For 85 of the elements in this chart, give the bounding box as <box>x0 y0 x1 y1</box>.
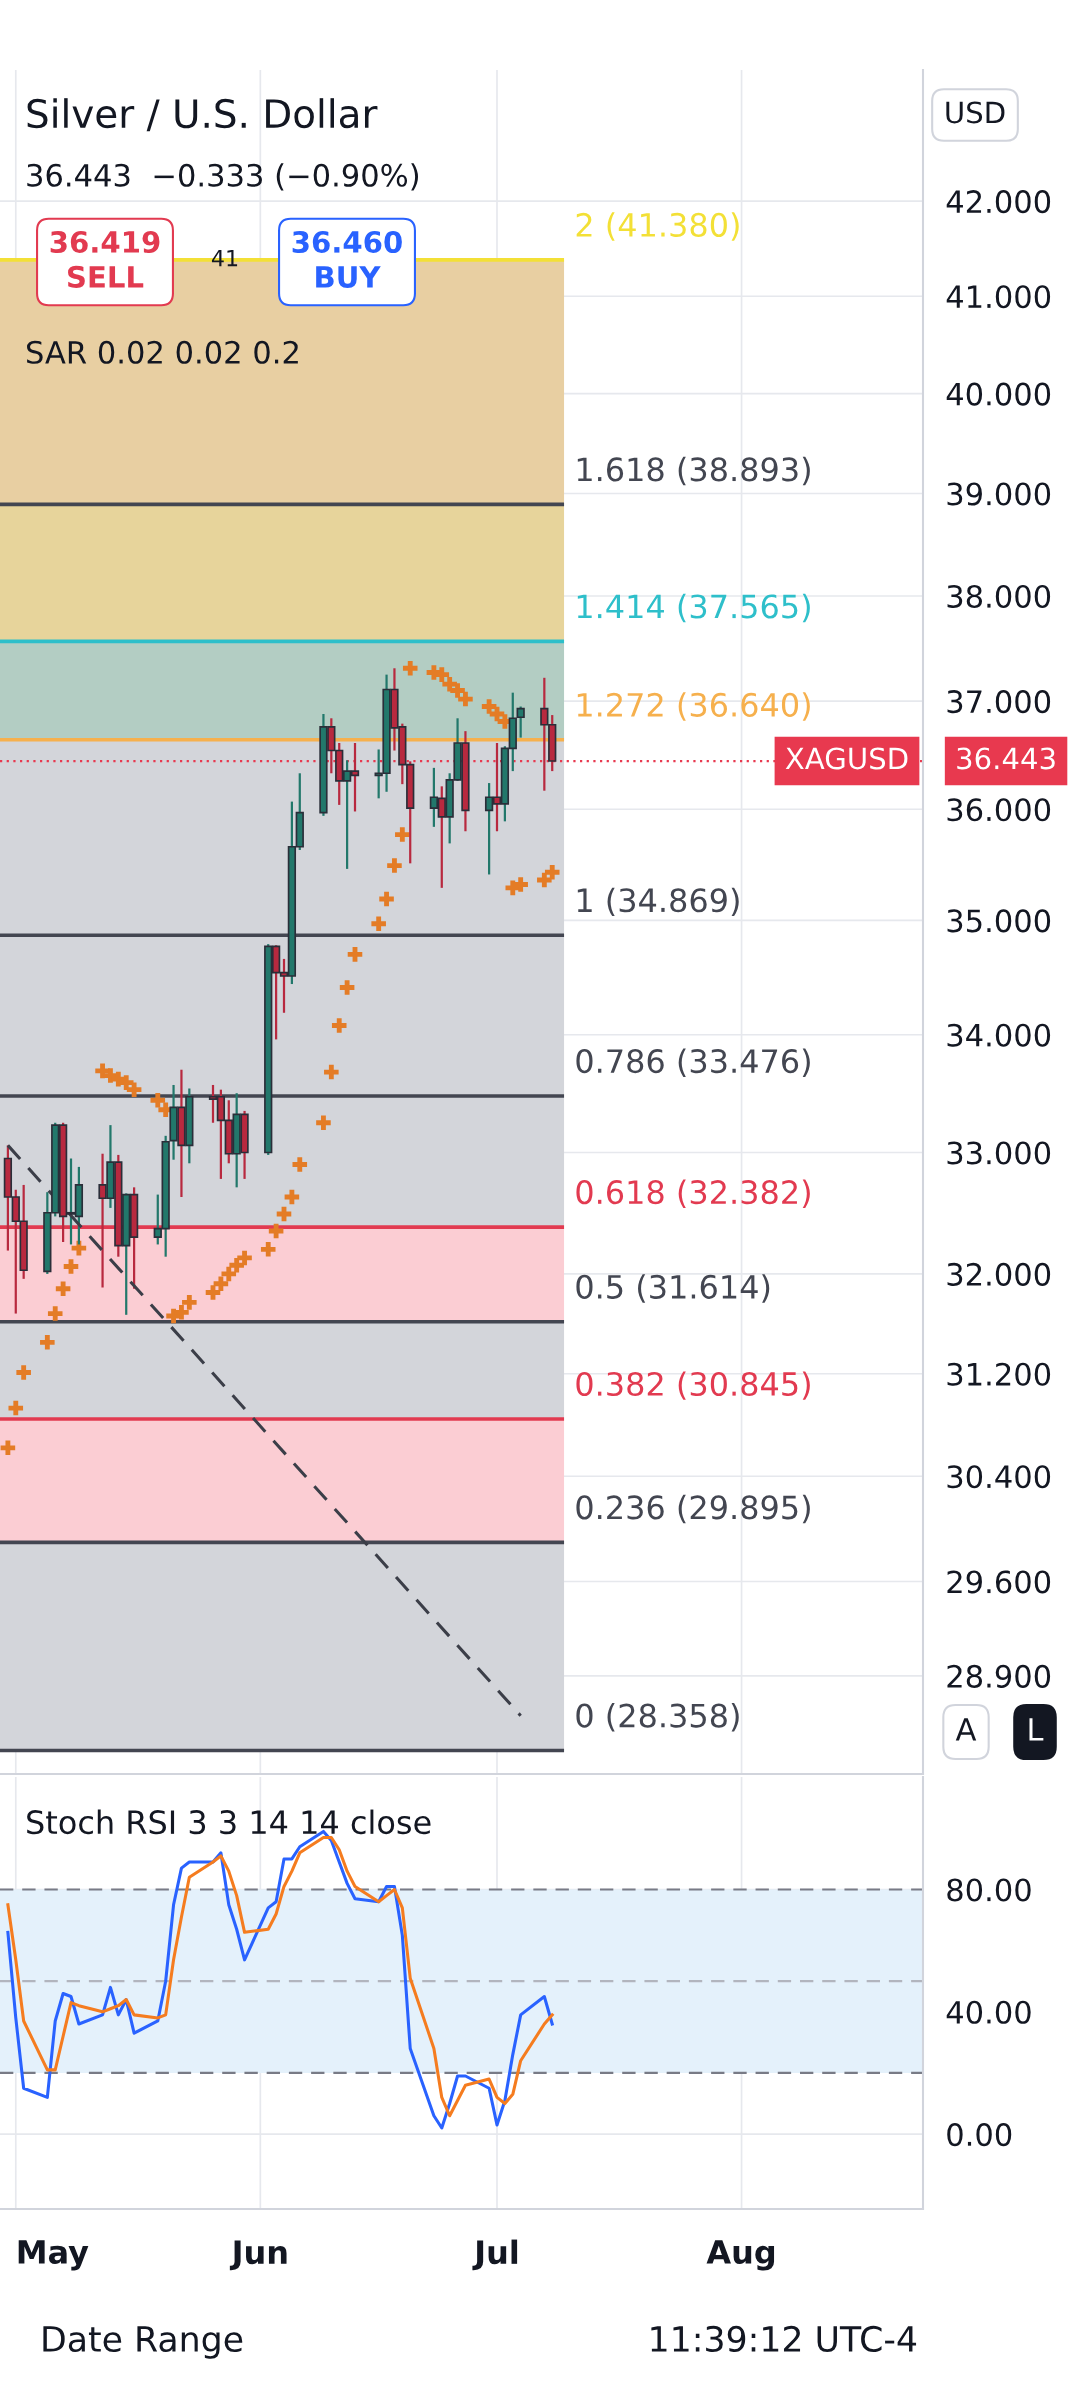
y-tick-label: 32.000 <box>947 1262 1051 1286</box>
point <box>16 1365 31 1380</box>
y-tick-label: 31.200 <box>947 1362 1051 1386</box>
point <box>182 1295 197 1310</box>
point <box>339 980 355 995</box>
ref-line-label: 0.382 (30.845) <box>576 1371 810 1400</box>
text: USD <box>946 101 1005 124</box>
point <box>47 1306 63 1321</box>
point <box>0 1440 16 1456</box>
point <box>260 1242 276 1257</box>
point <box>379 891 394 907</box>
annotation: SAR 0.02 0.02 0.2 <box>27 340 298 364</box>
text: 11:39:12 UTC-4 <box>651 2325 917 2353</box>
point <box>71 1240 87 1256</box>
text: A <box>955 1718 977 1741</box>
y-tick-label: 37.000 <box>947 690 1051 714</box>
point <box>40 1335 55 1350</box>
y-tick-label: 34.000 <box>947 1023 1051 1047</box>
y-tick-label: 36.000 <box>947 798 1051 822</box>
point <box>118 1075 134 1090</box>
point <box>284 1189 300 1205</box>
y-tick-label: 40.00 <box>946 2000 1031 2024</box>
annotation: 36.419 SELL <box>50 230 160 288</box>
ref-line-label: 0.786 (33.476) <box>576 1048 810 1077</box>
point <box>205 1285 221 1300</box>
text: Date Range <box>43 2326 243 2359</box>
point <box>331 1018 347 1033</box>
point <box>221 1266 237 1282</box>
y-tick-label: 38.000 <box>947 584 1051 609</box>
point <box>63 1259 79 1274</box>
text: Silver / U.S. Dollar <box>27 98 378 132</box>
ref-line-label: 0 (28.358) <box>576 1703 739 1732</box>
point <box>544 864 560 880</box>
text: L <box>1029 1718 1044 1741</box>
point <box>481 699 497 714</box>
y-tick-label: 33.000 <box>947 1141 1051 1165</box>
point <box>324 1064 339 1080</box>
x-tick-label: Jun <box>229 2240 287 2271</box>
annotation: 41 <box>211 249 238 267</box>
point <box>126 1082 142 1097</box>
y-tick-label: 42.000 <box>946 190 1051 214</box>
point <box>316 1115 331 1131</box>
ref-line-label: 1.414 (37.565) <box>577 593 810 623</box>
ref-line-label: 0.236 (29.895) <box>576 1494 810 1524</box>
point <box>347 947 363 962</box>
text: 36.443 −0.333 (−0.90%) <box>27 163 419 191</box>
point <box>402 660 418 676</box>
point <box>229 1258 244 1273</box>
y-tick-label: 0.00 <box>947 2123 1012 2147</box>
point <box>371 916 386 932</box>
y-tick-label: 28.900 <box>947 1664 1051 1688</box>
text: 36.443 <box>957 747 1055 770</box>
y-tick-label: 30.400 <box>947 1465 1051 1489</box>
ref-line-label: 0.5 (31.614) <box>576 1274 770 1303</box>
point <box>513 877 528 892</box>
y-tick-label: 39.000 <box>947 482 1051 506</box>
point <box>450 683 465 698</box>
point <box>237 1250 252 1266</box>
x-tick-label: Jul <box>472 2239 518 2271</box>
ref-line-label: 0.618 (32.382) <box>576 1179 810 1208</box>
y-tick-label: 29.600 <box>947 1570 1051 1594</box>
point <box>174 1305 189 1320</box>
y-tick-label: 40.000 <box>946 382 1051 406</box>
text: Stoch RSI 3 3 14 14 close <box>27 1809 431 1835</box>
annotation: 36.460 BUY <box>292 230 402 288</box>
x-tick-label: May <box>18 2240 89 2271</box>
x-tick-label: Aug <box>706 2240 775 2271</box>
point <box>395 827 410 842</box>
point <box>458 691 473 707</box>
point <box>55 1281 71 1297</box>
point <box>213 1276 229 1292</box>
point <box>150 1092 166 1108</box>
ref-line-label: 1.272 (36.640) <box>577 692 810 721</box>
point <box>434 667 450 682</box>
y-tick-label: 41.000 <box>946 285 1051 309</box>
ref-line-label: 2 (41.380) <box>576 212 739 241</box>
point <box>268 1223 284 1239</box>
ref-line-label: 1.618 (38.893) <box>577 456 810 486</box>
y-tick-label: 80.00 <box>947 1878 1031 1902</box>
ref-line-label: XAGUSD <box>785 747 908 770</box>
point <box>8 1400 24 1416</box>
ref-line-label: 1 (34.869) <box>577 887 739 917</box>
y-tick-label: 35.000 <box>947 909 1051 933</box>
point <box>387 858 402 873</box>
point <box>292 1157 308 1172</box>
